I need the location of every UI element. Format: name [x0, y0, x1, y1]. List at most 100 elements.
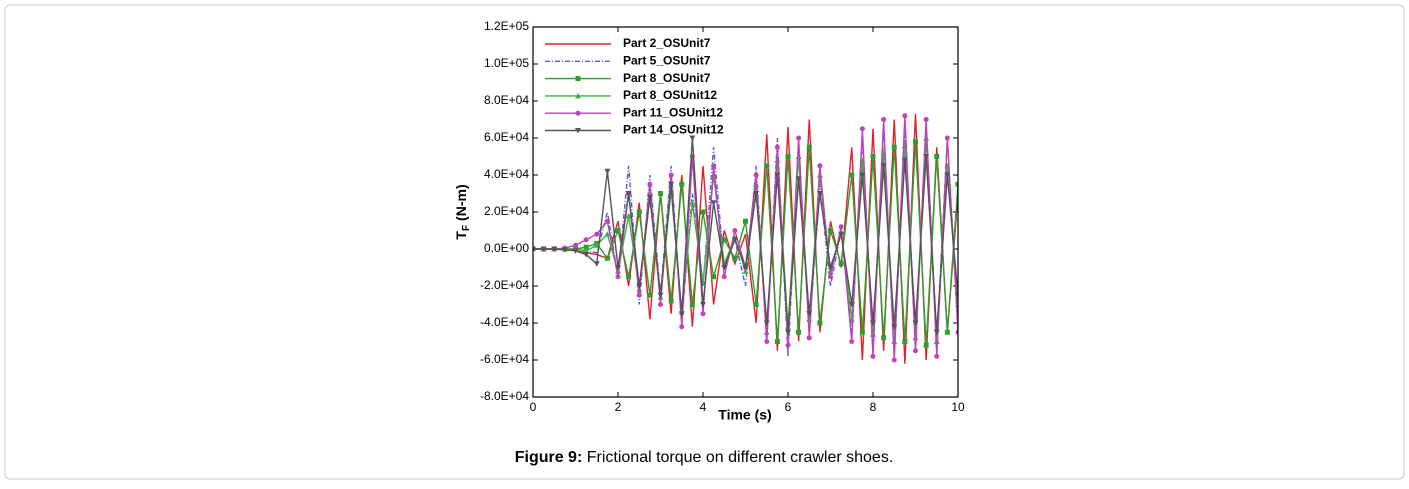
marker [934, 353, 940, 359]
marker [615, 228, 621, 233]
marker [881, 117, 887, 122]
marker [689, 302, 695, 307]
y-tick-label: 6.0E+04 [484, 130, 529, 144]
figure-frame [4, 4, 1405, 480]
legend-label: Part 11_OSUnit12 [623, 105, 723, 119]
marker [533, 246, 536, 252]
marker [763, 320, 770, 326]
caption: Figure 9: Frictional torque on different… [515, 449, 894, 466]
marker [764, 339, 770, 344]
legend-marker [575, 128, 581, 134]
marker [817, 163, 823, 169]
marker [700, 311, 706, 317]
marker [647, 292, 653, 298]
y-tick-label: 0.0E+00 [484, 241, 529, 255]
y-tick-label: 1.2E+05 [484, 19, 529, 33]
marker [668, 181, 675, 188]
y-axis-label: TF(N-m) [453, 184, 472, 239]
marker [795, 176, 802, 182]
marker [658, 191, 663, 196]
marker [657, 292, 664, 299]
y-tick-label: 2.0E+04 [484, 204, 529, 218]
marker [678, 311, 685, 317]
marker [806, 311, 813, 317]
marker [796, 329, 802, 335]
legend-label: Part 2_OSUnit7 [623, 36, 711, 50]
marker [711, 274, 717, 280]
marker [902, 113, 908, 119]
marker [732, 255, 738, 261]
marker [594, 231, 600, 237]
marker [689, 199, 696, 206]
marker [859, 329, 865, 335]
marker [880, 163, 887, 169]
marker [774, 172, 781, 178]
marker [901, 157, 908, 164]
marker [838, 224, 844, 230]
marker [828, 274, 833, 280]
marker [626, 274, 632, 280]
y-tick-label: 8.0E+04 [484, 93, 529, 107]
marker [679, 181, 685, 187]
marker [891, 357, 897, 363]
marker [891, 144, 897, 150]
marker [923, 342, 929, 348]
marker [636, 283, 643, 289]
marker [700, 302, 706, 308]
marker [668, 172, 674, 178]
marker [859, 126, 865, 132]
marker [615, 274, 621, 280]
marker [625, 212, 632, 219]
marker [636, 292, 642, 298]
marker [604, 218, 610, 224]
marker [870, 320, 876, 326]
marker [721, 265, 728, 271]
marker [912, 320, 919, 326]
marker [561, 247, 568, 253]
marker [849, 339, 855, 344]
legend-label: Part 8_OSUnit12 [623, 88, 717, 102]
x-tick-label: 2 [615, 400, 622, 414]
y-tick-label: 4.0E+04 [484, 167, 529, 181]
marker [838, 231, 845, 238]
marker [753, 302, 759, 307]
legend-label: Part 5_OSUnit7 [623, 53, 711, 67]
legend-label: Part 14_OSUnit12 [623, 123, 724, 137]
marker [636, 209, 642, 215]
marker [764, 163, 770, 169]
marker [732, 228, 738, 233]
marker [817, 320, 823, 326]
marker [774, 144, 780, 150]
marker [658, 302, 663, 307]
marker [934, 154, 940, 159]
marker [923, 154, 930, 160]
marker [944, 329, 950, 335]
marker [796, 135, 802, 141]
marker [743, 218, 748, 224]
marker [955, 181, 958, 187]
y-tick-label: -2.0E+04 [480, 278, 529, 292]
marker [583, 247, 590, 254]
marker [742, 268, 749, 274]
marker [955, 329, 958, 335]
plot-frame [532, 26, 959, 398]
x-axis-label: Time (s) [718, 407, 771, 423]
marker [615, 265, 621, 271]
marker [551, 246, 558, 252]
marker [583, 244, 589, 250]
marker [742, 265, 749, 271]
marker [721, 274, 727, 280]
marker [944, 172, 951, 178]
marker [583, 237, 589, 243]
marker [955, 292, 958, 299]
marker [913, 348, 918, 354]
marker [933, 329, 940, 336]
x-tick-label: 8 [870, 400, 877, 414]
marker [859, 172, 866, 178]
marker [753, 191, 760, 197]
x-tick-label: 4 [700, 400, 707, 414]
marker [646, 194, 653, 201]
marker [753, 172, 759, 178]
